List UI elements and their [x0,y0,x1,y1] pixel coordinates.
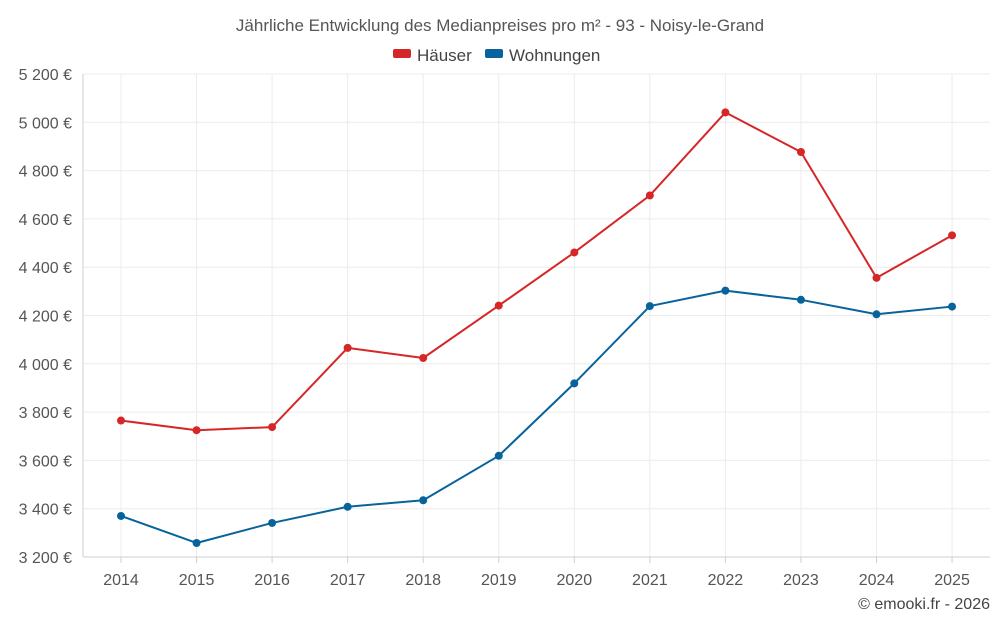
data-point-wohnungen[interactable] [268,518,277,527]
grid [83,73,990,558]
data-point-wohnungen[interactable] [796,295,805,304]
x-tick-label: 2022 [708,572,744,589]
copyright-text: © emooki.fr - 2026 [858,596,990,613]
legend-label-wohnungen[interactable]: Wohnungen [509,46,600,65]
y-axis: 3 200 € 3 400 € 3 600 € 3 800 € 4 000 € 4 200… [19,67,84,567]
y-tick-label: 4 000 € [19,357,72,374]
legend-label-haeuser[interactable]: Häuser [417,46,472,65]
x-tick-label: 2016 [254,572,290,589]
chart-title: Jährliche Entwicklung des Medianpreises … [236,16,764,35]
data-point-wohnungen[interactable] [192,538,201,547]
x-tick-label: 2017 [330,572,366,589]
data-point-haeuser[interactable] [268,423,277,432]
data-point-wohnungen[interactable] [419,496,428,505]
legend-swatch-wohnungen [485,49,503,58]
data-point-haeuser[interactable] [796,148,805,157]
data-point-wohnungen[interactable] [872,310,881,319]
series-group [117,108,957,547]
data-point-wohnungen[interactable] [721,286,730,295]
data-point-wohnungen[interactable] [117,511,125,520]
data-point-haeuser[interactable] [721,108,730,117]
x-tick-label: 2023 [783,572,819,589]
x-tick-label: 2020 [557,572,593,589]
x-tick-label: 2019 [481,572,517,589]
data-point-wohnungen[interactable] [570,379,579,388]
legend: Häuser Wohnungen [393,46,600,65]
data-point-wohnungen[interactable] [948,302,957,311]
data-point-wohnungen[interactable] [494,451,503,460]
series-line-haeuser [120,111,953,432]
y-tick-label: 4 200 € [19,309,72,326]
data-point-haeuser[interactable] [645,191,654,200]
data-point-haeuser[interactable] [192,426,201,435]
series-haeuser [117,108,957,435]
series-wohnungen [117,286,957,547]
y-tick-label: 3 600 € [19,453,72,470]
data-point-wohnungen[interactable] [343,502,352,511]
data-point-haeuser[interactable] [419,354,428,363]
x-tick-label: 2015 [179,572,215,589]
x-tick-label: 2024 [859,572,895,589]
x-tick-label: 2025 [934,572,970,589]
x-axis: 2014 2015 2016 2017 2018 2019 2020 2021 2022 2023… [83,556,990,589]
data-point-haeuser[interactable] [872,273,881,282]
x-tick-label: 2014 [103,572,139,589]
y-tick-label: 4 600 € [19,212,72,229]
y-tick-label: 5 000 € [19,115,72,132]
y-tick-label: 5 200 € [19,67,72,84]
data-point-haeuser[interactable] [343,343,352,352]
y-tick-label: 4 800 € [19,164,72,181]
legend-swatch-haeuser [393,49,411,58]
data-point-haeuser[interactable] [948,231,957,240]
y-tick-label: 4 400 € [19,260,72,277]
data-point-wohnungen[interactable] [645,302,654,311]
y-tick-label: 3 400 € [19,502,72,519]
data-point-haeuser[interactable] [570,248,579,257]
data-point-haeuser[interactable] [494,301,503,310]
data-point-haeuser[interactable] [117,416,125,425]
y-tick-label: 3 800 € [19,405,72,422]
x-tick-label: 2018 [405,572,441,589]
x-tick-label: 2021 [632,572,668,589]
series-line-wohnungen [120,289,953,544]
y-tick-label: 3 200 € [19,550,72,567]
